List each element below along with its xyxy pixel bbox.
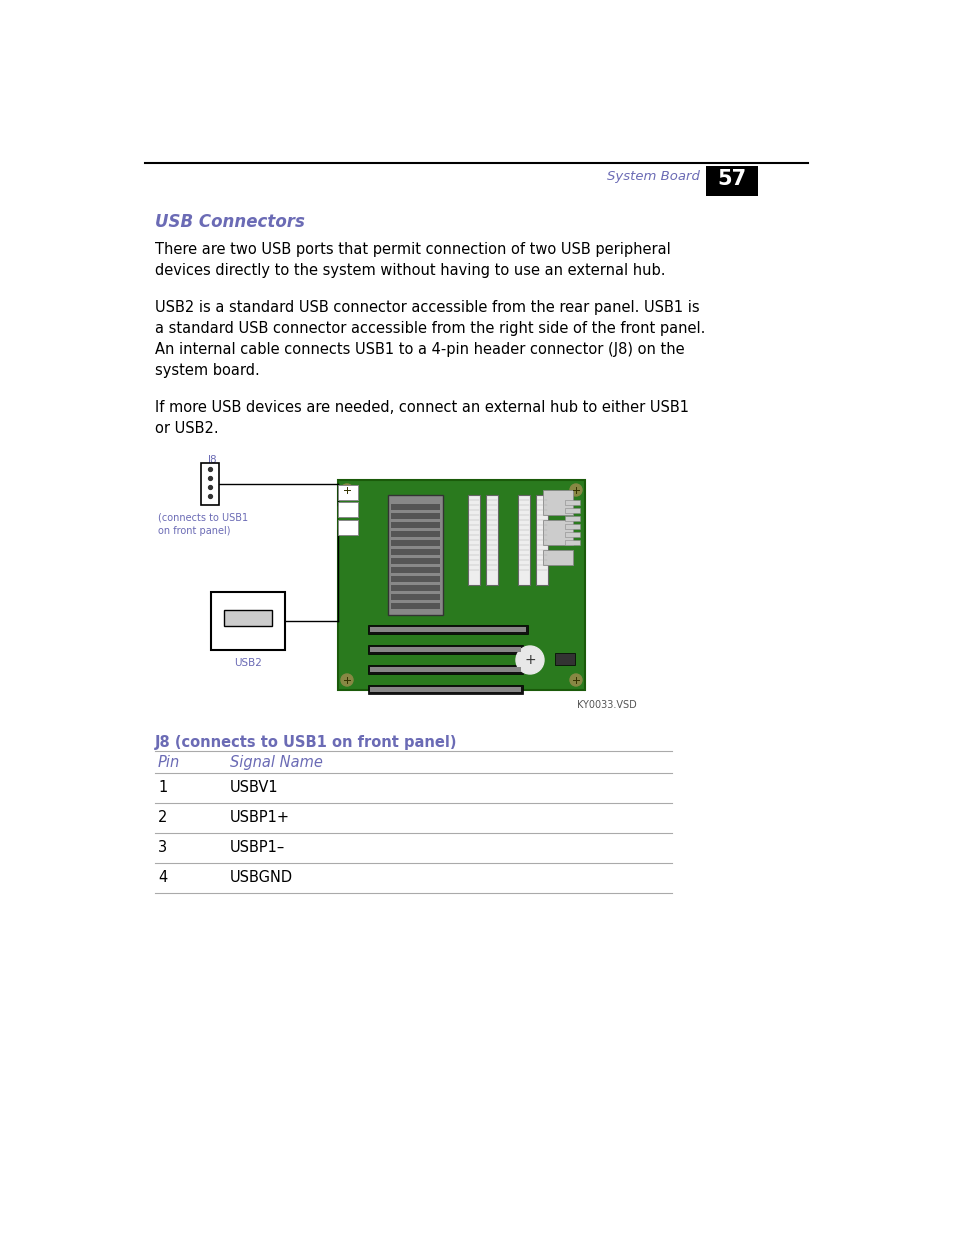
Bar xyxy=(391,540,439,546)
Text: If more USB devices are needed, connect an external hub to either USB1
or USB2.: If more USB devices are needed, connect … xyxy=(154,400,688,436)
Bar xyxy=(485,495,497,585)
Bar xyxy=(391,550,439,555)
Text: USBGND: USBGND xyxy=(230,869,293,885)
Text: Signal Name: Signal Name xyxy=(230,755,322,769)
Bar xyxy=(391,585,439,592)
Bar xyxy=(370,647,520,652)
Text: J8: J8 xyxy=(208,454,217,466)
Bar xyxy=(337,480,584,690)
Bar xyxy=(564,516,579,521)
Bar xyxy=(391,558,439,564)
Text: (connects to USB1
on front panel): (connects to USB1 on front panel) xyxy=(158,513,248,536)
Text: 57: 57 xyxy=(717,169,746,189)
Circle shape xyxy=(516,646,543,674)
Bar xyxy=(391,513,439,519)
Circle shape xyxy=(569,674,581,685)
Bar xyxy=(705,165,758,196)
Bar xyxy=(224,610,272,626)
Bar xyxy=(391,603,439,609)
Bar xyxy=(517,495,530,585)
Bar xyxy=(337,501,357,517)
Text: 2: 2 xyxy=(158,810,167,825)
Bar xyxy=(368,645,522,655)
Text: Pin: Pin xyxy=(158,755,180,769)
Text: USB2: USB2 xyxy=(233,658,262,668)
Bar xyxy=(370,687,520,692)
Text: 4: 4 xyxy=(158,869,167,885)
Bar xyxy=(337,485,357,500)
Bar xyxy=(542,520,573,545)
Bar xyxy=(564,508,579,513)
Text: +: + xyxy=(523,653,536,667)
Bar xyxy=(370,667,520,672)
Bar xyxy=(337,520,357,535)
Bar xyxy=(391,522,439,529)
Text: J8 (connects to USB1 on front panel): J8 (connects to USB1 on front panel) xyxy=(154,735,457,750)
Bar xyxy=(370,627,525,632)
Text: There are two USB ports that permit connection of two USB peripheral
devices dir: There are two USB ports that permit conn… xyxy=(154,242,670,278)
Text: 1: 1 xyxy=(158,781,167,795)
Bar xyxy=(368,664,522,674)
Bar xyxy=(555,653,575,664)
Bar xyxy=(542,550,573,564)
Bar xyxy=(468,495,479,585)
Text: 3: 3 xyxy=(158,840,167,855)
Circle shape xyxy=(569,484,581,496)
Bar xyxy=(391,567,439,573)
Bar xyxy=(388,495,442,615)
Bar xyxy=(368,685,522,694)
Text: KY0033.VSD: KY0033.VSD xyxy=(577,700,637,710)
Bar xyxy=(564,500,579,505)
Bar xyxy=(201,463,219,505)
Circle shape xyxy=(340,674,353,685)
Text: USB Connectors: USB Connectors xyxy=(154,212,305,231)
Bar xyxy=(564,524,579,529)
Text: USBP1–: USBP1– xyxy=(230,840,285,855)
Text: System Board: System Board xyxy=(606,170,700,183)
Text: USBV1: USBV1 xyxy=(230,781,278,795)
Circle shape xyxy=(340,484,353,496)
Bar xyxy=(391,594,439,600)
Bar xyxy=(564,540,579,545)
Bar xyxy=(368,625,527,634)
Bar xyxy=(542,490,573,515)
Text: USBP1+: USBP1+ xyxy=(230,810,290,825)
Bar xyxy=(211,592,285,650)
Bar xyxy=(564,532,579,537)
Bar xyxy=(391,576,439,582)
Text: USB2 is a standard USB connector accessible from the rear panel. USB1 is
a stand: USB2 is a standard USB connector accessi… xyxy=(154,300,704,378)
Bar xyxy=(391,504,439,510)
Bar xyxy=(536,495,547,585)
Bar xyxy=(391,531,439,537)
